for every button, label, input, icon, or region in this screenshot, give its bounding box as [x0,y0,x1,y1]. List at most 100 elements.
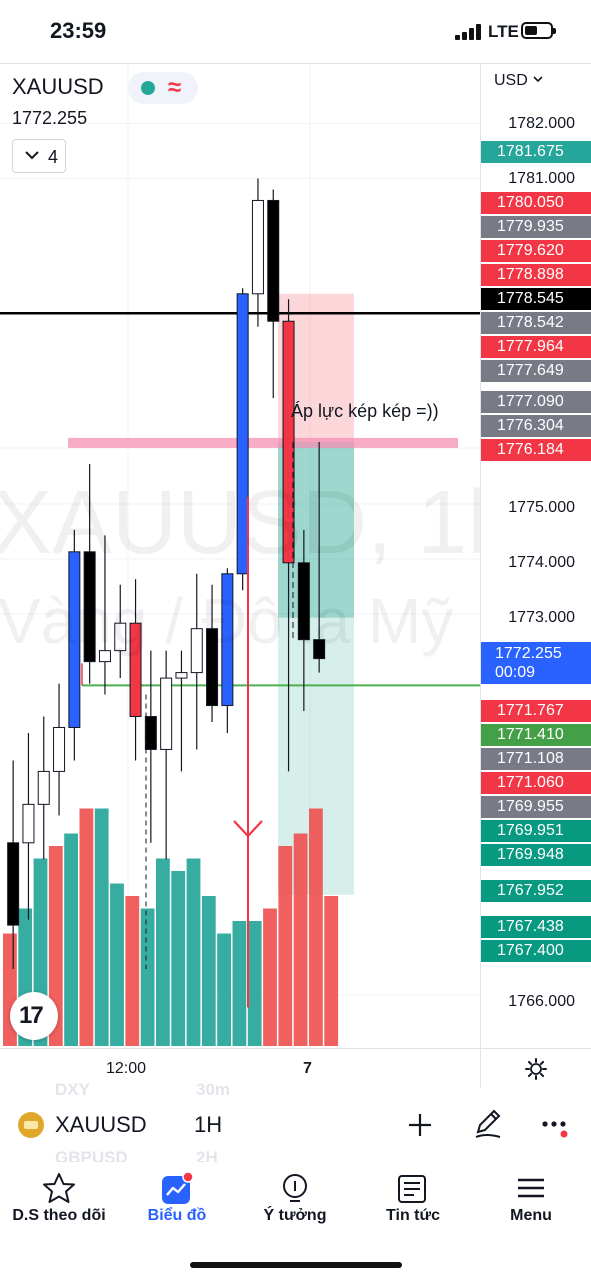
time-axis[interactable]: 12:00 7 [0,1048,480,1089]
nav-news[interactable] [354,1172,472,1211]
price-label: 1776.184 [481,439,591,461]
candle-body [129,622,142,718]
price-label: 1777.649 [481,360,591,382]
volume-bar [263,908,277,1046]
price-tick: 1775.000 [508,498,575,516]
down-arrow-head-icon [233,820,263,838]
price-label: 1767.952 [481,880,591,902]
nav-watchlist-label[interactable]: D.S theo dõi [12,1207,106,1224]
chart-last-price: 1772.255 [12,108,88,128]
nav-menu[interactable] [472,1172,590,1211]
indicators-toggle-button[interactable]: 4 [12,139,66,173]
chart-annotation-text[interactable]: Áp lực kép kép =)) [291,401,439,421]
candle-body [68,551,81,728]
nav-chart-label[interactable]: Biểu đồ [147,1207,207,1224]
ghost-watchlist-item: DXY [55,1080,90,1099]
candle-body [53,727,66,772]
price-label: 1777.090 [481,391,591,413]
price-tick: 1781.000 [508,169,575,187]
signal-icon [455,24,481,40]
currency-selector[interactable]: USD [494,72,544,90]
price-tick: 1773.000 [508,608,575,626]
menu-icon [518,1178,544,1198]
price-label: 1767.438 [481,916,591,938]
pen-icon[interactable] [472,1108,504,1140]
price-label: 1771.060 [481,772,591,794]
volume-bar [94,808,109,1046]
price-label: 1778.545 [481,288,591,310]
chevron-down-icon [25,151,39,160]
nav-ideas-label[interactable]: Ý tưởng [263,1207,327,1224]
market-status-pill[interactable]: ≈ [128,72,198,104]
price-axis[interactable]: 1782.0001781.0001776.0001775.0001774.000… [480,64,591,1048]
candle-body [22,803,35,844]
divider [0,63,591,64]
candle-body [37,770,50,805]
price-label: 1771.108 [481,748,591,770]
candle-body [160,677,173,750]
volume-bar [110,883,124,1046]
nav-watchlist[interactable] [0,1172,118,1209]
nav-chart[interactable] [118,1171,236,1211]
tradingview-logo-icon[interactable]: 17 [10,992,58,1040]
candle-body [175,672,188,679]
price-label: 1776.304 [481,415,591,437]
bar-countdown: 00:09 [495,664,536,681]
watermark-description: Vàng / Đô la Mỹ [0,585,454,657]
nav-news-label[interactable]: Tin tức [386,1207,440,1224]
price-label: 1771.410 [481,724,591,746]
chevron-down-icon [533,76,543,83]
more-icon[interactable] [540,1114,574,1140]
gold-symbol-icon [18,1112,44,1138]
nav-ideas[interactable] [236,1172,354,1211]
watermark-symbol: XAUUSD, 1h [0,473,480,573]
volume-bar [156,858,170,1046]
add-icon[interactable] [406,1111,434,1139]
timeframe-button[interactable]: 1H [194,1112,223,1137]
candle-body [98,650,111,663]
volume-bar [201,896,216,1046]
volume-bar [64,833,78,1046]
candle-body [114,622,127,652]
news-icon [398,1175,426,1203]
status-time: 23:59 [50,18,107,43]
battery-icon [521,22,556,39]
price-tick: 1766.000 [508,993,575,1010]
price-label: 1771.767 [481,700,591,722]
candle-body [282,320,295,564]
volume-bar [232,921,247,1046]
volume-bar [171,871,186,1046]
volume-bar [278,846,293,1046]
volume-bar [140,908,155,1046]
candle-body [267,199,280,322]
chart-icon [162,1171,194,1204]
candle-body [7,842,20,926]
chart-pane[interactable]: XAUUSD, 1h Vàng / Đô la Mỹ [0,64,480,1048]
symbol-toolbar [0,1088,591,1162]
price-label: 1769.955 [481,796,591,818]
volume-bar [186,858,201,1046]
gear-icon [525,1058,547,1080]
candle-body [236,293,249,575]
volume-bar [48,846,63,1046]
price-label: 1769.951 [481,820,591,842]
symbol-search-button[interactable]: XAUUSD [55,1112,147,1137]
chart-settings-button[interactable] [480,1048,591,1089]
candle-body [206,628,219,707]
resistance-zone [68,437,458,448]
price-tick: 1774.000 [508,553,575,571]
nav-menu-label[interactable]: Menu [510,1207,552,1224]
candle-body [313,639,326,660]
currency-label: USD [494,72,528,89]
volume-bar [324,896,339,1046]
lightbulb-icon [283,1174,307,1202]
price-label: 1767.400 [481,940,591,962]
candle-body [144,716,157,750]
indicator-count: 4 [48,147,59,167]
price-label: 1779.620 [481,240,591,262]
candle-body [251,199,264,295]
volume-bar [293,833,308,1046]
price-label: 1778.898 [481,264,591,286]
chart-symbol-title[interactable]: XAUUSD [12,74,104,99]
candle-body [221,573,234,707]
